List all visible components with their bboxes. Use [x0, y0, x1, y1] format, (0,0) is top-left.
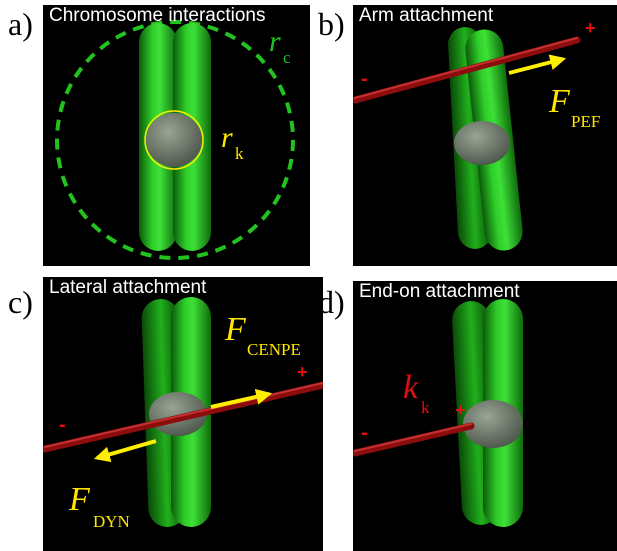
f-cenpe-arrow — [210, 388, 273, 409]
f-dyn-subscript: DYN — [93, 512, 130, 531]
rk-symbol: r — [221, 121, 233, 154]
panel-b-title: Arm attachment — [359, 5, 494, 26]
panel-b-drawing — [353, 27, 581, 251]
kinetochore — [454, 121, 510, 165]
f-pef-symbol: F — [549, 83, 570, 120]
panel-c: Lateral attachment - + F CENPE F DYN — [43, 277, 323, 551]
rc-symbol: r — [269, 25, 281, 58]
plus-end-label: + — [455, 400, 466, 420]
microtubule — [43, 381, 323, 453]
k-spring-symbol: k — [403, 369, 419, 406]
panel-c-drawing — [43, 297, 323, 527]
panel-a-letter: a) — [8, 6, 33, 42]
plus-end-label: + — [297, 362, 308, 382]
microtubule — [353, 422, 475, 457]
panel-a-drawing — [55, 20, 295, 260]
minus-end-label: - — [361, 422, 368, 444]
panel-d: End-on attachment - + k k — [353, 281, 617, 551]
f-cenpe-symbol: F — [225, 311, 246, 348]
microtubule-highlight — [354, 423, 472, 452]
f-pef-arrow — [508, 54, 567, 75]
f-dyn-arrow — [93, 439, 157, 463]
kinetochore — [463, 400, 523, 448]
panel-d-drawing — [353, 299, 523, 527]
rk-subscript: k — [235, 144, 244, 163]
f-pef-subscript: PEF — [571, 112, 601, 131]
f-cenpe-subscript: CENPE — [247, 340, 301, 359]
minus-end-label: - — [361, 68, 368, 90]
f-dyn-symbol: F — [69, 481, 90, 518]
panel-d-title: End-on attachment — [359, 281, 520, 302]
panel-b-letter: b) — [318, 6, 345, 42]
microtubule-highlight — [44, 382, 323, 448]
minus-end-label: - — [59, 414, 66, 436]
panel-b: Arm attachment - + F PEF — [353, 5, 617, 266]
kinetochore — [146, 113, 202, 167]
panel-d-letter: d) — [318, 284, 345, 320]
k-spring-subscript: k — [421, 398, 430, 417]
panel-a: Chromosome interactions r c r k — [43, 5, 310, 266]
rc-interaction-radius — [55, 20, 295, 260]
rk-kinetochore-radius — [144, 110, 204, 170]
panel-a-title: Chromosome interactions — [49, 5, 266, 26]
plus-end-label: + — [585, 18, 596, 38]
panel-c-letter: c) — [8, 284, 33, 320]
panel-c-title: Lateral attachment — [49, 277, 207, 298]
microtubule-highlight — [354, 37, 578, 99]
rc-subscript: c — [283, 48, 291, 67]
microtubule — [353, 36, 581, 104]
